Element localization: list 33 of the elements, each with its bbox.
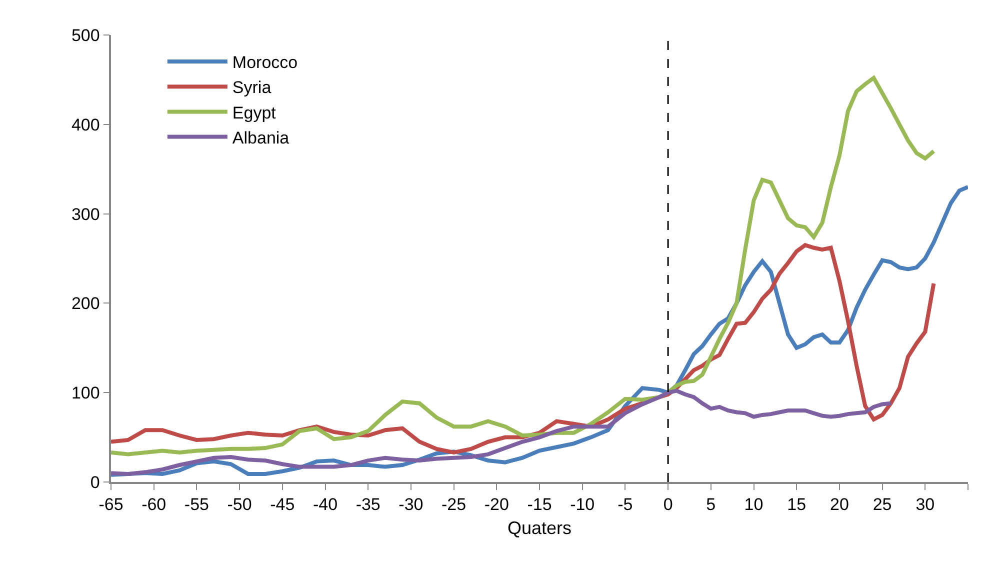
x-tick-label: 10 xyxy=(744,495,764,514)
y-tick-label: 300 xyxy=(71,204,100,224)
y-tick-label: 200 xyxy=(71,294,100,314)
y-tick-label: 500 xyxy=(71,26,100,45)
x-tick-label: -40 xyxy=(312,495,338,514)
x-tick-label: -65 xyxy=(98,495,124,514)
x-tick-label: -10 xyxy=(570,495,595,514)
x-tick-label: 15 xyxy=(787,495,806,514)
x-tick-label: 20 xyxy=(830,495,849,514)
x-tick-label: 30 xyxy=(916,495,935,514)
x-tick-label: -15 xyxy=(527,495,552,514)
x-tick-label: -45 xyxy=(270,495,295,514)
legend-label: Syria xyxy=(232,78,272,98)
x-tick-label: -25 xyxy=(442,495,466,514)
x-tick-label: -5 xyxy=(618,495,633,514)
y-tick-label: 0 xyxy=(90,472,100,492)
legend-label: Egypt xyxy=(232,103,276,122)
x-tick-label: -20 xyxy=(484,495,509,514)
legend-label: Morocco xyxy=(232,53,298,72)
x-tick-label: 5 xyxy=(706,495,716,514)
legend-label: Albania xyxy=(232,128,290,148)
x-tick-label: -55 xyxy=(184,495,209,514)
line-series xyxy=(111,388,893,476)
y-tick-label: 400 xyxy=(71,115,100,134)
x-tick-label: -35 xyxy=(356,495,380,514)
x-tick-label: -30 xyxy=(398,495,424,514)
x-tick-label: -50 xyxy=(227,495,252,514)
line-series xyxy=(111,76,936,456)
x-tick-label: 0 xyxy=(663,495,673,514)
x-axis-title: Quaters xyxy=(507,518,572,538)
x-tick-label: -60 xyxy=(142,495,166,514)
x-tick-label: 25 xyxy=(872,495,892,514)
y-tick-label: 100 xyxy=(71,384,100,403)
